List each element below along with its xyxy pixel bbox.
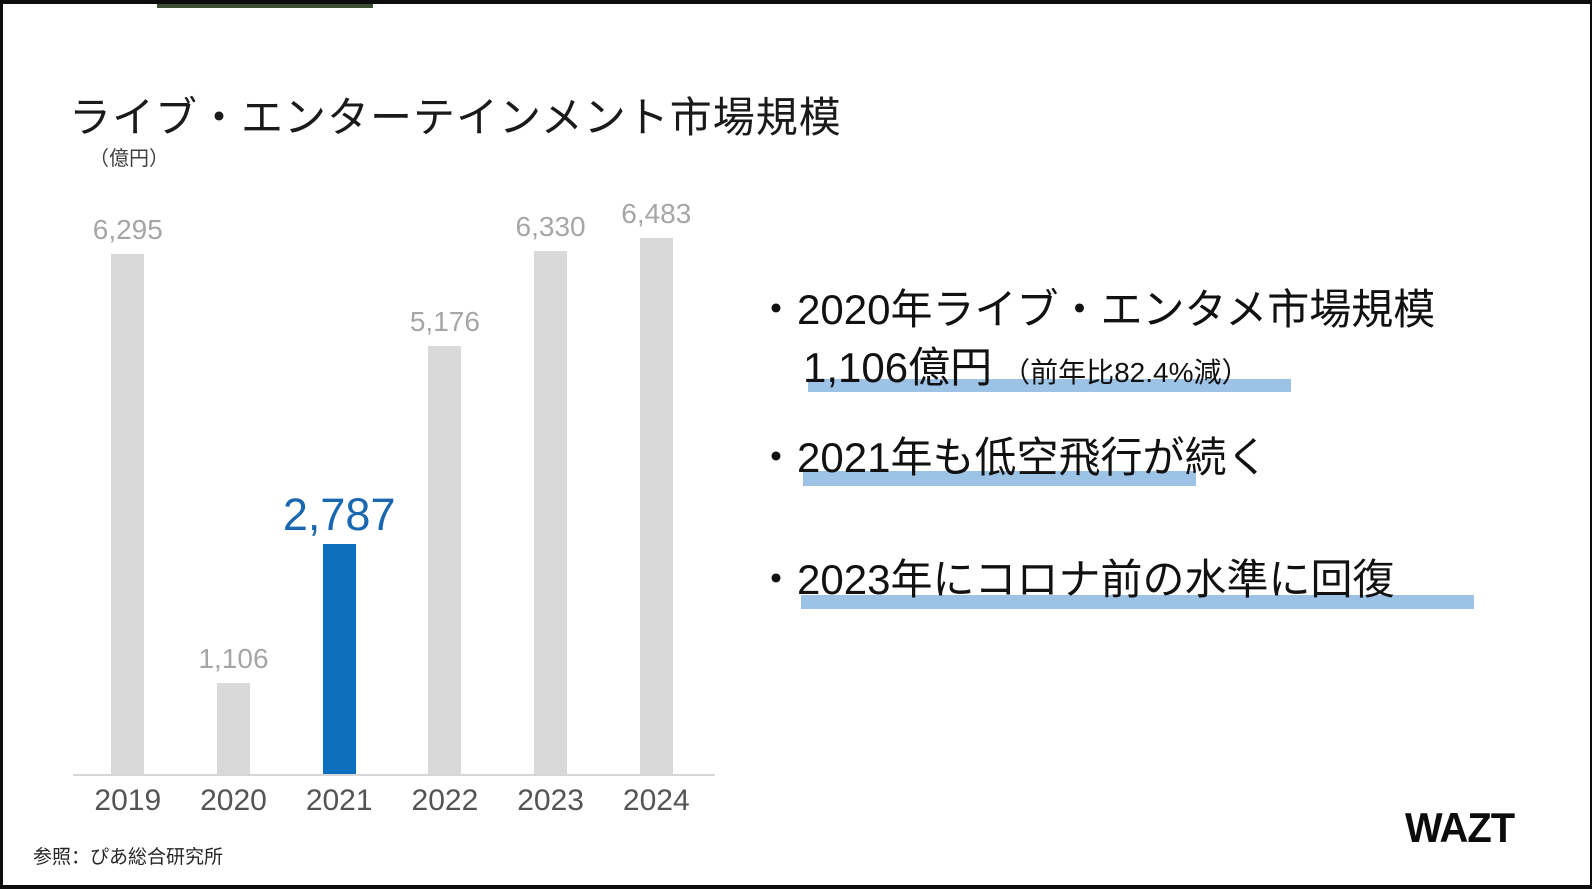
bar-2019	[111, 254, 145, 774]
bar-2021	[322, 544, 356, 774]
bar-2022	[428, 346, 462, 774]
bar-value-label-2021: 2,787	[282, 489, 396, 540]
bullet-1-text: 2020年ライブ・エンタメ市場規模	[797, 286, 1436, 333]
bullet-1-line-2: 1,106億円 （前年比82.4%減）	[803, 344, 1250, 391]
page-title: ライブ・エンターテインメント市場規模	[69, 94, 842, 142]
bar-value-label-2023: 6,330	[515, 211, 586, 242]
top-green-strip	[157, 4, 373, 8]
wazt-logo: WAZT	[1405, 804, 1515, 851]
source-citation: 参照：ぴあ総合研究所	[33, 847, 224, 868]
bar-chart: 6,295 2019 1,106 2020 2,787 2021 5,176 2022 6,33…	[3, 4, 723, 834]
bar-value-label-2024: 6,483	[621, 198, 692, 229]
x-tick-label-2020: 2020	[200, 784, 267, 817]
bullet-3: ・2023年にコロナ前の水準に回復	[755, 556, 1395, 603]
bullet-marker: ・	[755, 556, 798, 603]
bar-2023	[534, 251, 568, 774]
bar-value-label-2022: 5,176	[409, 306, 480, 337]
bar-value-label-2020: 1,106	[198, 643, 269, 674]
bullet-3-text: 2023年にコロナ前の水準に回復	[797, 556, 1395, 603]
bullet-2: ・2021年も低空飛行が続く	[755, 434, 1269, 481]
x-tick-label-2022: 2022	[411, 784, 479, 817]
x-tick-label-2019: 2019	[94, 784, 162, 817]
underline-highlight-2	[803, 471, 1196, 486]
underline-highlight-3	[801, 595, 1474, 609]
bullet-1-value: 1,106億円	[803, 344, 993, 391]
x-tick-label-2024: 2024	[622, 784, 690, 817]
bullet-1-note: （前年比82.4%減）	[1002, 357, 1250, 388]
bullet-2-text: 2021年も低空飛行が続く	[797, 434, 1269, 481]
y-axis-unit-label: （億円）	[89, 148, 169, 170]
underline-highlight-1	[808, 379, 1291, 392]
bullet-marker: ・	[755, 434, 798, 481]
x-axis-line	[73, 774, 715, 776]
x-tick-label-2021: 2021	[305, 784, 373, 817]
x-tick-label-2023: 2023	[517, 784, 584, 817]
bullet-1-line-1: ・2020年ライブ・エンタメ市場規模	[755, 286, 1436, 333]
bullet-marker: ・	[755, 286, 798, 333]
bar-value-label-2019: 6,295	[92, 214, 163, 245]
bar-2024	[639, 238, 673, 774]
bar-2020	[217, 683, 250, 774]
